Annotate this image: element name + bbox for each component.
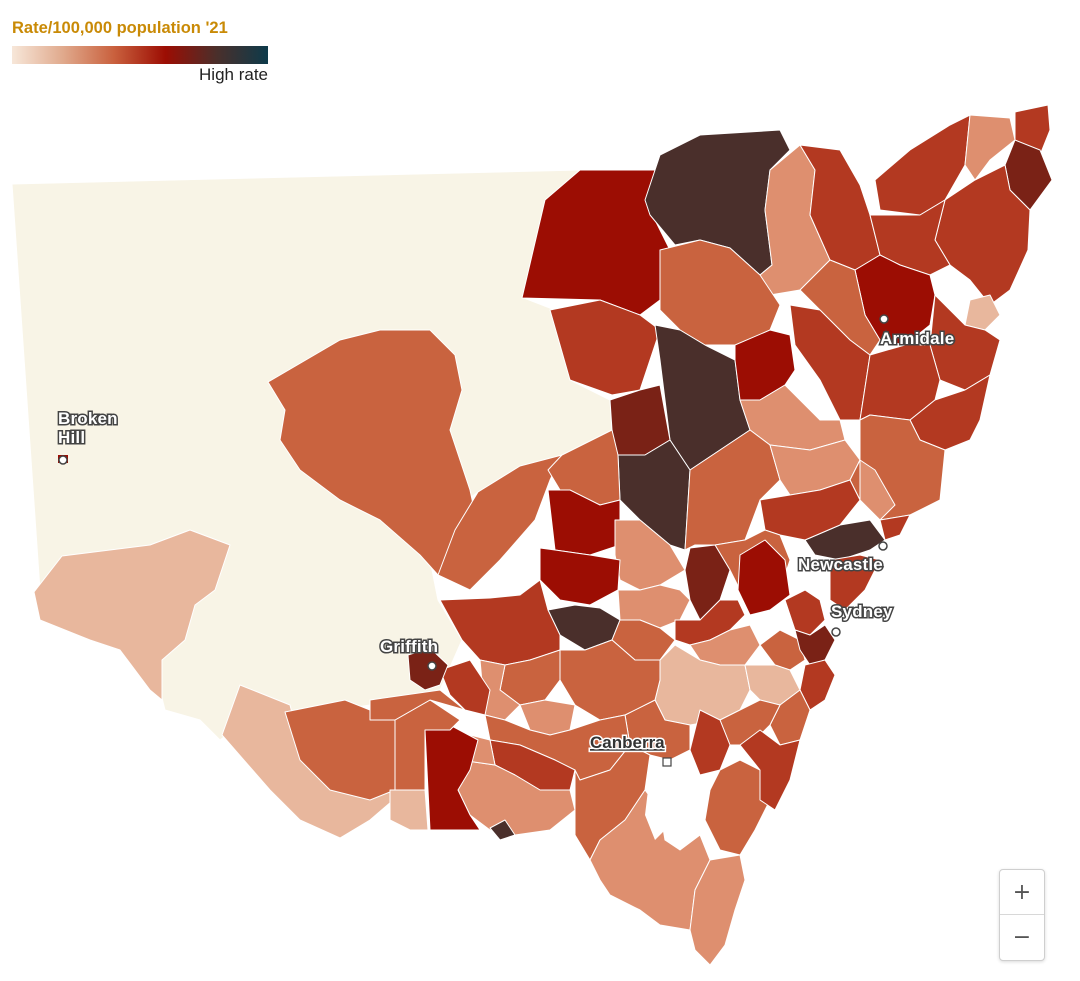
canberra-marker bbox=[662, 757, 672, 767]
region-coonamble[interactable] bbox=[549, 299, 661, 396]
city-label-griffith: Griffith bbox=[380, 637, 438, 656]
region-dungog[interactable] bbox=[859, 459, 896, 521]
region-central-coast[interactable] bbox=[829, 554, 881, 611]
griffith-dot bbox=[427, 661, 437, 671]
legend-title: Rate/100,000 population '21 bbox=[12, 19, 228, 37]
legend-high-label: High rate bbox=[199, 65, 268, 84]
legend-color-bar bbox=[12, 46, 268, 64]
region-albury[interactable] bbox=[489, 819, 516, 841]
region-snowy-monaro[interactable] bbox=[589, 789, 711, 931]
region-berrigan[interactable] bbox=[424, 724, 481, 831]
region-coffs-north[interactable] bbox=[964, 294, 1001, 331]
map-legend: Rate/100,000 population '21 High rate bbox=[12, 14, 270, 85]
region-port-stephens[interactable] bbox=[879, 514, 911, 541]
city-label-newcastle: Newcastle bbox=[798, 555, 883, 574]
region-leeton[interactable] bbox=[439, 659, 491, 716]
region-lismore[interactable] bbox=[1014, 104, 1051, 156]
region-carrathool[interactable] bbox=[369, 689, 466, 721]
armidale-dot bbox=[879, 314, 889, 324]
region-sydney-west[interactable] bbox=[784, 589, 826, 636]
sydney-dot bbox=[831, 627, 841, 637]
zoom-out-button[interactable]: − bbox=[1000, 914, 1044, 959]
city-label-broken: Broken bbox=[58, 409, 118, 428]
newcastle-dot bbox=[878, 541, 888, 551]
region-murray-river[interactable] bbox=[389, 789, 429, 831]
region-sydney-inner[interactable] bbox=[794, 624, 836, 666]
region-edward-river[interactable] bbox=[394, 699, 461, 791]
region-griffith[interactable] bbox=[407, 647, 449, 691]
zoom-in-button[interactable]: + bbox=[1012, 879, 1032, 905]
region-bathurst[interactable] bbox=[674, 599, 746, 646]
region-goulburn[interactable] bbox=[719, 699, 781, 746]
region-kyogle[interactable] bbox=[964, 114, 1016, 181]
region-lachlan[interactable] bbox=[439, 579, 561, 666]
region-parkes[interactable] bbox=[539, 547, 621, 606]
region-eurobodalla[interactable] bbox=[704, 759, 771, 856]
city-label-canberra: Canberra bbox=[590, 733, 665, 752]
region-hay[interactable] bbox=[284, 699, 396, 801]
broken-hill-dot bbox=[58, 455, 68, 465]
region-maitland-cessnock[interactable] bbox=[804, 519, 886, 561]
city-label-armidale: Armidale bbox=[880, 329, 954, 348]
city-label-sydney: Sydney bbox=[831, 602, 893, 621]
city-label-hill: Hill bbox=[58, 428, 85, 447]
zoom-control: + − bbox=[999, 869, 1045, 961]
region-act bbox=[645, 760, 678, 840]
region-shoalhaven-south[interactable] bbox=[739, 729, 801, 811]
region-wentworth[interactable] bbox=[33, 529, 231, 701]
region-lithgow[interactable] bbox=[737, 539, 791, 616]
region-hilltops[interactable] bbox=[559, 639, 661, 721]
region-bega-valley[interactable] bbox=[689, 854, 746, 966]
region-warrumbungle[interactable] bbox=[609, 384, 671, 456]
